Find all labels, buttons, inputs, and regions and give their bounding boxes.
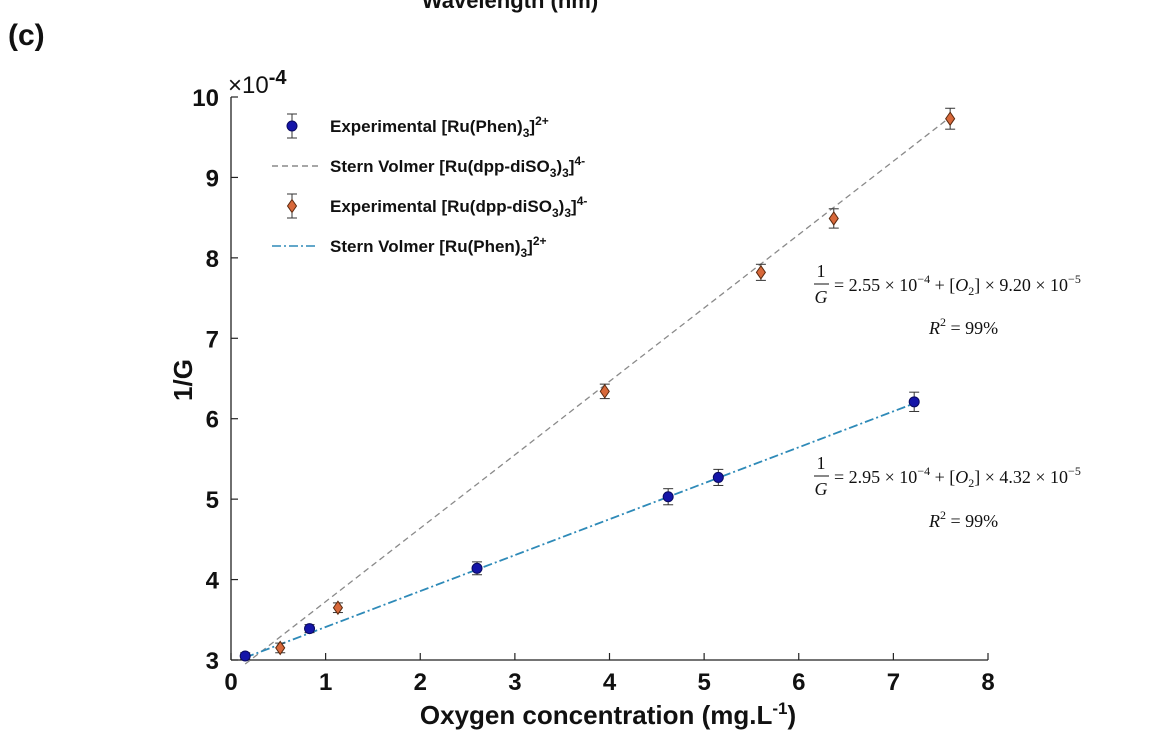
point-phen	[908, 396, 920, 408]
legend-label: Experimental [Ru(Phen)3]2+	[330, 114, 549, 140]
x-tick-label: 3	[508, 669, 521, 696]
eq-phen-r2: R2 = 99%	[928, 508, 998, 531]
point-phen	[304, 623, 316, 635]
point-dpp	[755, 264, 767, 280]
legend-marker	[286, 198, 298, 214]
y-tick-label: 4	[206, 568, 220, 595]
legend-label: Stern Volmer [Ru(dpp-diSO3)3]4-	[330, 154, 585, 180]
x-tick-label: 6	[792, 669, 805, 696]
y-tick-label: 10	[192, 85, 219, 112]
y-exponent-power: -4	[269, 67, 288, 89]
cut-header-label: Wavelength (nm)	[422, 0, 598, 13]
point-dpp	[275, 640, 286, 656]
data-points	[239, 107, 956, 662]
x-axis-title-sup: -1	[772, 699, 787, 718]
x-axis-title: Oxygen concentration (mg.L-1)	[420, 699, 796, 730]
eq-phen-numerator: 1	[817, 453, 826, 473]
legend-label: Experimental [Ru(dpp-diSO3)3]4-	[330, 194, 587, 220]
point-dpp	[828, 211, 839, 226]
eq-dpp-r2: R2 = 99%	[928, 315, 998, 338]
x-tick-label: 0	[224, 669, 237, 696]
x-tick-label: 5	[697, 669, 710, 696]
x-tick-label: 2	[414, 669, 427, 696]
axes	[230, 97, 988, 661]
point-phen	[712, 471, 724, 483]
panel-label: (c)	[8, 19, 45, 52]
y-exponent: ×10-4	[228, 67, 287, 99]
eq-phen-denominator: G	[815, 479, 828, 499]
fit-line-dpp	[244, 116, 951, 665]
x-tick-label: 7	[887, 669, 900, 696]
y-tick-label: 7	[206, 326, 219, 353]
x-tick-label: 1	[319, 669, 332, 696]
point-phen	[239, 650, 251, 662]
eq-phen-rhs: = 2.95 × 10−4 + [O2] × 4.32 × 10−5	[834, 464, 1081, 490]
point-dpp	[332, 600, 344, 616]
y-tick-label: 5	[206, 487, 219, 514]
eq-dpp-denominator: G	[815, 287, 828, 307]
legend: Experimental [Ru(Phen)3]2+ Stern Volmer […	[272, 113, 587, 260]
y-tick-label: 8	[206, 246, 219, 273]
x-axis-title-main: Oxygen concentration (mg.L	[420, 700, 773, 730]
y-tick-label: 6	[206, 407, 219, 434]
x-ticks: 0 1 2 3 4 5 6 7 8	[224, 653, 995, 696]
point-phen	[471, 562, 483, 574]
x-tick-label: 4	[603, 669, 617, 696]
legend-label: Stern Volmer [Ru(Phen)3]2+	[330, 234, 547, 260]
eq-dpp-numerator: 1	[817, 261, 826, 281]
point-dpp	[599, 383, 610, 399]
fit-lines	[244, 116, 951, 665]
point-phen	[662, 491, 674, 503]
y-axis-title: 1/G	[168, 359, 198, 401]
legend-marker	[286, 120, 298, 132]
y-tick-label: 9	[206, 165, 219, 192]
fit-line-phen	[244, 402, 915, 659]
y-exponent-base: ×10	[228, 72, 269, 99]
x-tick-label: 8	[981, 669, 994, 696]
y-tick-label: 3	[206, 648, 219, 675]
equation-dpp: 1 G = 2.55 × 10−4 + [O2] × 9.20 × 10−5 R…	[814, 261, 1081, 338]
x-axis-title-close: )	[787, 700, 796, 730]
point-dpp	[945, 111, 956, 127]
y-ticks: 3 4 5 6 7 8 9 10	[192, 85, 238, 675]
eq-dpp-rhs: = 2.55 × 10−4 + [O2] × 9.20 × 10−5	[834, 272, 1081, 298]
equation-phen: 1 G = 2.95 × 10−4 + [O2] × 4.32 × 10−5 R…	[814, 453, 1081, 531]
